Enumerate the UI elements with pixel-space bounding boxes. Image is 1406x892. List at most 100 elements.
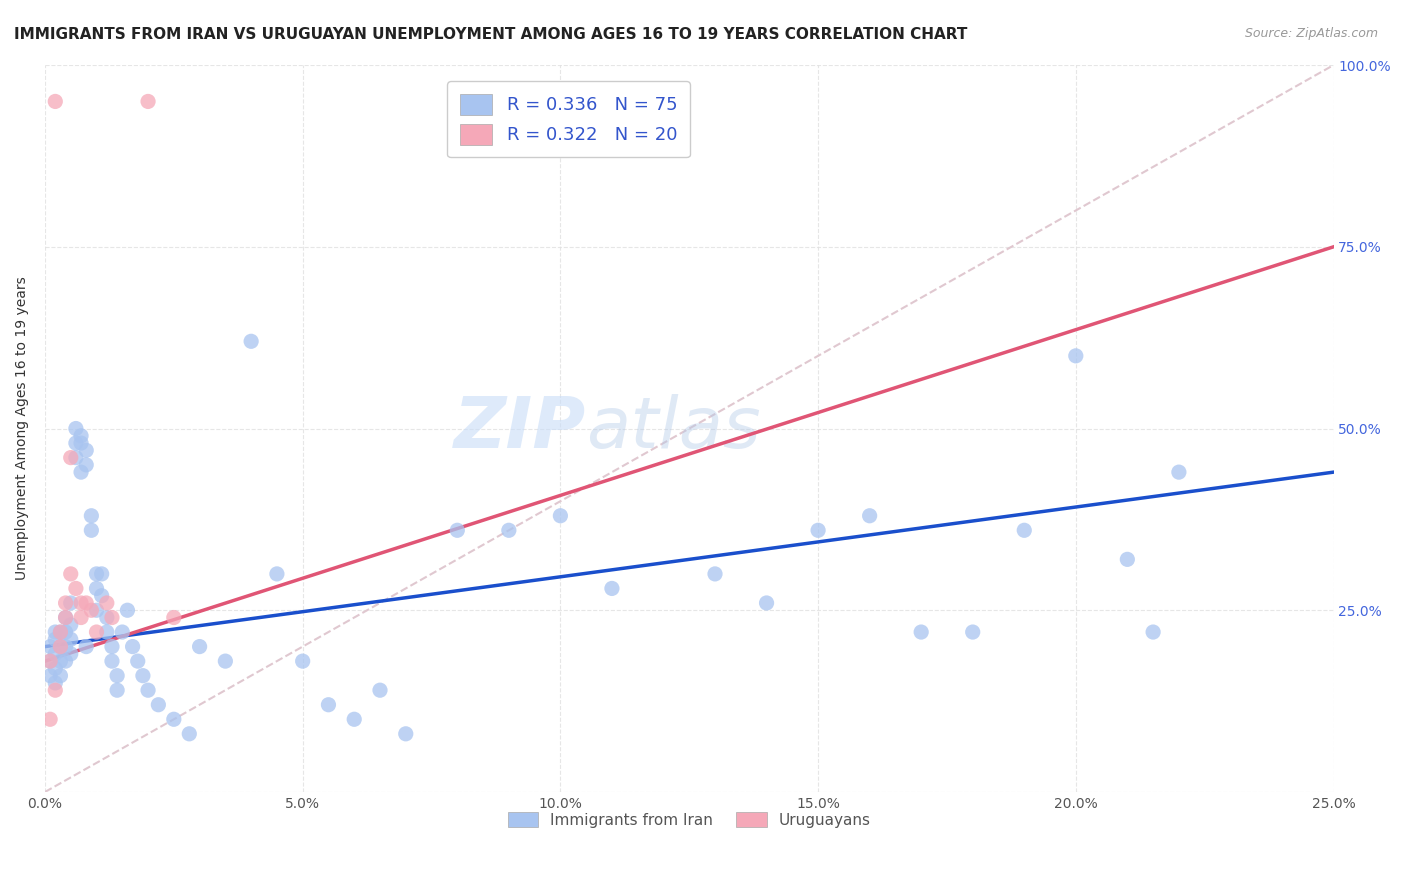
Point [44, 661, 66, 675]
Point [132, 668, 155, 682]
Point [80, 508, 103, 523]
Point [1064, 349, 1087, 363]
Point [75, 596, 97, 610]
Point [59, 632, 82, 647]
Point [55, 596, 77, 610]
Text: atlas: atlas [586, 394, 761, 463]
Point [55, 610, 77, 624]
Point [86, 603, 108, 617]
Y-axis label: Unemployment Among Ages 16 to 19 years: Unemployment Among Ages 16 to 19 years [15, 277, 30, 581]
Point [70, 610, 93, 624]
Point [498, 523, 520, 537]
Text: IMMIGRANTS FROM IRAN VS URUGUAYAN UNEMPLOYMENT AMONG AGES 16 TO 19 YEARS CORRELA: IMMIGRANTS FROM IRAN VS URUGUAYAN UNEMPL… [14, 27, 967, 42]
Point [70, 465, 93, 479]
Point [49, 640, 72, 654]
Point [105, 683, 128, 698]
Point [75, 640, 97, 654]
Point [59, 617, 82, 632]
Point [49, 654, 72, 668]
Point [121, 640, 143, 654]
Point [101, 640, 124, 654]
Point [550, 508, 572, 523]
Point [55, 654, 77, 668]
Point [59, 450, 82, 465]
Point [101, 610, 124, 624]
Point [90, 566, 112, 581]
Point [1142, 625, 1164, 640]
Point [188, 640, 211, 654]
Point [214, 654, 236, 668]
Point [163, 712, 186, 726]
Point [39, 654, 62, 668]
Point [101, 654, 124, 668]
Point [75, 443, 97, 458]
Point [105, 668, 128, 682]
Point [70, 436, 93, 450]
Point [39, 654, 62, 668]
Point [96, 596, 118, 610]
Point [65, 421, 87, 435]
Point [39, 640, 62, 654]
Point [600, 582, 623, 596]
Text: Source: ZipAtlas.com: Source: ZipAtlas.com [1244, 27, 1378, 40]
Point [44, 683, 66, 698]
Point [59, 647, 82, 661]
Point [395, 727, 418, 741]
Point [318, 698, 340, 712]
Point [148, 698, 170, 712]
Point [59, 566, 82, 581]
Point [49, 625, 72, 640]
Point [127, 654, 149, 668]
Point [86, 582, 108, 596]
Point [65, 436, 87, 450]
Point [65, 582, 87, 596]
Point [266, 566, 288, 581]
Point [343, 712, 366, 726]
Point [44, 95, 66, 109]
Point [910, 625, 932, 640]
Point [49, 625, 72, 640]
Point [55, 640, 77, 654]
Point [704, 566, 727, 581]
Point [1167, 465, 1189, 479]
Point [55, 625, 77, 640]
Point [80, 523, 103, 537]
Point [39, 712, 62, 726]
Point [75, 458, 97, 472]
Point [86, 625, 108, 640]
Point [49, 640, 72, 654]
Point [96, 625, 118, 640]
Point [39, 668, 62, 682]
Point [755, 596, 778, 610]
Point [807, 523, 830, 537]
Point [368, 683, 391, 698]
Point [1116, 552, 1139, 566]
Point [65, 450, 87, 465]
Point [240, 334, 263, 349]
Point [49, 668, 72, 682]
Point [163, 610, 186, 624]
Point [136, 95, 159, 109]
Point [86, 566, 108, 581]
Point [90, 589, 112, 603]
Point [136, 683, 159, 698]
Point [859, 508, 882, 523]
Point [59, 596, 82, 610]
Legend: Immigrants from Iran, Uruguayans: Immigrants from Iran, Uruguayans [501, 804, 879, 835]
Point [291, 654, 314, 668]
Point [70, 596, 93, 610]
Point [111, 625, 134, 640]
Point [179, 727, 201, 741]
Point [962, 625, 984, 640]
Point [44, 625, 66, 640]
Point [96, 610, 118, 624]
Point [446, 523, 468, 537]
Text: ZIP: ZIP [454, 394, 586, 463]
Point [80, 603, 103, 617]
Point [117, 603, 139, 617]
Point [44, 647, 66, 661]
Point [44, 676, 66, 690]
Point [55, 610, 77, 624]
Point [1012, 523, 1035, 537]
Point [70, 429, 93, 443]
